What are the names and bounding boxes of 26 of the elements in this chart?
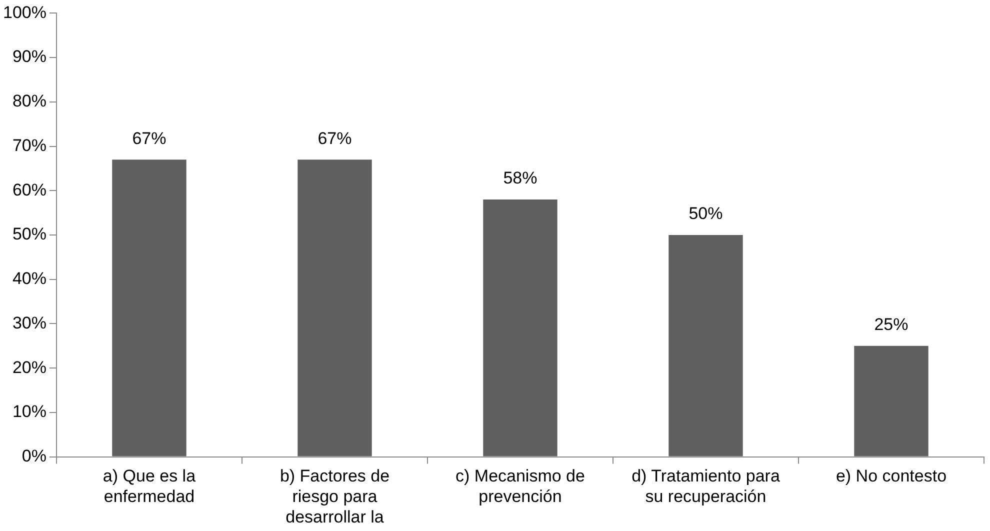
data-label: 67%: [318, 128, 352, 148]
data-label: 58%: [503, 168, 538, 188]
bar: [668, 235, 743, 456]
bar: [112, 160, 186, 456]
y-tick-label: 10%: [12, 402, 46, 422]
y-tick-label: 80%: [12, 92, 46, 111]
bar: [298, 160, 372, 456]
y-tick-label: 0%: [22, 446, 46, 466]
y-tick-label: 40%: [12, 269, 46, 288]
y-tick-label: 90%: [12, 47, 46, 66]
bar: [854, 346, 928, 456]
bar: [483, 200, 558, 456]
y-tick-label: 100%: [2, 2, 46, 22]
y-tick-label: 60%: [12, 180, 46, 200]
y-tick-label: 70%: [12, 136, 46, 155]
x-tick-label: d) Tratamiento para su recuperación: [632, 466, 780, 506]
x-tick-label: e) No contesto: [836, 466, 947, 486]
x-tick-label: b) Factores de riesgo para desarrollar la: [280, 466, 390, 526]
data-label: 25%: [874, 315, 908, 334]
y-tick-label: 20%: [12, 358, 46, 377]
y-tick-label: 30%: [12, 313, 46, 332]
x-tick-label: c) Mecanismo de prevención: [456, 466, 585, 506]
data-label: 67%: [132, 128, 166, 148]
x-tick-label: a) Que es la enfermedad: [102, 466, 196, 506]
y-tick-label: 50%: [12, 224, 46, 244]
data-label: 50%: [688, 204, 723, 224]
